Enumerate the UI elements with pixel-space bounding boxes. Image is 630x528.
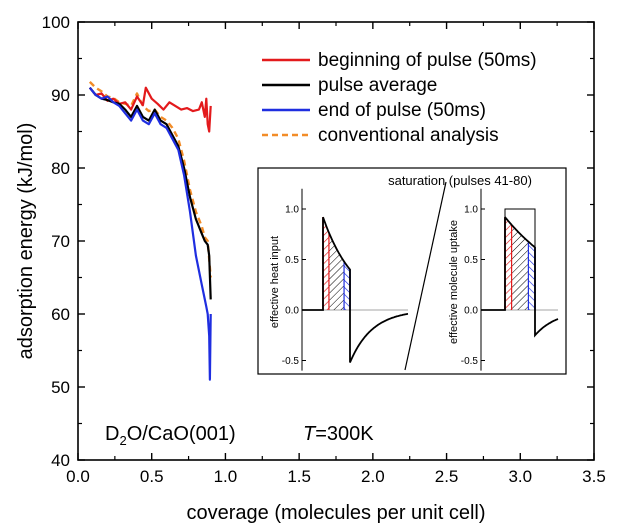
inset-panel: saturation (pulses 41-80) 1.00.50.0-0.5 … [257,167,567,375]
inset-tick-label: 0.0 [285,306,299,317]
series-layer [88,81,212,381]
inset-tick-label: -0.5 [461,356,479,367]
x-tick-label: 0.5 [140,467,164,486]
y-tick-label: 50 [51,378,70,397]
x-tick-label: 3.0 [508,467,532,486]
inset-blue-region [528,241,535,310]
x-tick-label: 2.0 [361,467,385,486]
legend-label: beginning of pulse (50ms) [318,50,537,71]
sample-prefix: D [105,423,119,445]
y-axis-ticks: 40 50 60 70 80 90 100 [42,13,594,470]
inset-response-curve [302,216,409,363]
legend: beginning of pulse (50ms) pulse average en… [262,50,537,146]
inset-left-ylabel: effective heat input [269,236,281,328]
inset-blue-region [344,261,350,310]
inset-tick-label: 0.5 [464,255,478,266]
inset-tick-label: 1.0 [464,205,478,216]
sample-subscript: 2 [119,433,126,448]
x-tick-label: 1.0 [214,467,238,486]
inset-tick-label: -0.5 [282,356,300,367]
y-tick-label: 100 [42,13,70,32]
x-axis-title: coverage (molecules per unit cell) [186,502,485,524]
legend-label: end of pulse (50ms) [318,100,486,121]
y-axis-title: adsorption energy (kJ/mol) [15,123,37,360]
temperature-var: T [303,423,317,445]
legend-label: pulse average [318,75,437,96]
x-tick-label: 0.0 [66,467,90,486]
series-line-end-of-pulse-50ms- [88,87,212,381]
temperature-value: =300K [315,423,374,445]
inset-title: saturation (pulses 41-80) [388,173,532,188]
inset-response-curve [481,216,559,338]
temperature-label: T=300K [303,423,374,445]
sample-label: D2O/CaO(001) [105,423,236,448]
x-tick-label: 3.5 [582,467,606,486]
legend-label: conventional analysis [318,125,499,146]
inset-uptake-panel: 1.0 0.5 0.0 -0.5 [461,188,559,371]
series-line-beginning-of-pulse-50ms- [88,86,212,133]
inset-tick-label: 1.0 [285,205,299,216]
y-tick-label: 80 [51,159,70,178]
inset-black-region [511,225,529,310]
inset-red-region [505,217,512,310]
y-tick-label: 40 [51,451,70,470]
x-tick-label: 2.5 [435,467,459,486]
y-tick-label: 90 [51,86,70,105]
x-tick-label: 1.5 [287,467,311,486]
y-tick-label: 60 [51,305,70,324]
inset-divider [404,181,447,371]
sample-suffix: O/CaO(001) [127,423,236,445]
inset-tick-label: 0.5 [285,255,299,266]
plot-frame [77,21,595,461]
inset-right-ylabel: effective molecule uptake [448,220,460,344]
inset-tick-label: 0.0 [464,306,478,317]
inset-black-region [328,232,345,310]
inset-red-region [323,217,329,310]
y-tick-label: 70 [51,232,70,251]
inset-heat-panel: 1.0 0.5 0.0 -0.5 [282,188,409,371]
x-axis-ticks: 0.0 0.5 1.0 1.5 2.0 2.5 3.0 3.5 [66,22,606,486]
